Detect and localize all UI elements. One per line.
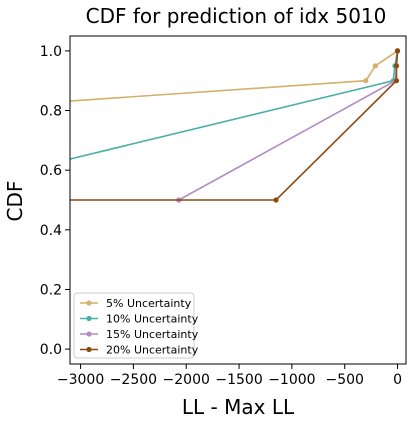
y-axis-ticks: 0.0 0.2 0.4 0.6 0.8 1.0 (40, 44, 70, 358)
x-tick-label: −1000 (268, 372, 315, 388)
legend-marker (86, 331, 92, 337)
legend-label: 20% Uncertainty (106, 344, 199, 357)
series-line (70, 50, 398, 102)
series-4 (70, 48, 401, 203)
chart-title: CDF for prediction of idx 5010 (86, 4, 387, 28)
y-tick-label: 0.8 (40, 104, 62, 120)
x-tick-label: −2500 (110, 372, 157, 388)
x-axis-label: LL - Max LL (182, 395, 295, 419)
y-tick-label: 0.6 (40, 163, 62, 179)
legend-marker (86, 346, 92, 353)
legend-box (73, 292, 195, 359)
y-tick-label: 1.0 (40, 44, 62, 60)
legend-marker (86, 315, 92, 322)
legend-item: 15% Uncertainty (80, 328, 199, 341)
data-point (372, 63, 378, 69)
plot-lines (70, 48, 401, 203)
y-tick-label: 0.0 (40, 342, 62, 358)
legend-marker (86, 300, 92, 306)
y-tick-label: 0.4 (40, 223, 62, 239)
x-tick-label: 0 (393, 372, 402, 388)
x-axis-ticks: −3000 −2500 −2000 −1500 −1000 −500 0 (57, 364, 402, 388)
x-tick-label: −1500 (215, 372, 262, 388)
x-tick-label: −500 (325, 372, 363, 388)
x-tick-label: −2000 (163, 372, 210, 388)
legend-label: 15% Uncertainty (106, 328, 199, 341)
data-point (394, 48, 401, 54)
data-point (393, 63, 400, 69)
data-point (393, 78, 400, 84)
data-point (273, 197, 279, 203)
legend-item: 10% Uncertainty (80, 313, 199, 326)
legend-label: 5% Uncertainty (106, 297, 192, 310)
legend-item: 20% Uncertainty (80, 344, 199, 357)
y-tick-label: 0.2 (40, 282, 62, 298)
y-axis-label: CDF (3, 181, 27, 222)
legend: 5% Uncertainty 10% Uncertainty 15% Uncerta… (73, 292, 199, 359)
data-point (363, 78, 369, 84)
x-tick-label: −3000 (57, 372, 104, 388)
plot-frame (69, 35, 407, 365)
legend-item: 5% Uncertainty (80, 297, 192, 310)
legend-label: 10% Uncertainty (106, 313, 199, 326)
